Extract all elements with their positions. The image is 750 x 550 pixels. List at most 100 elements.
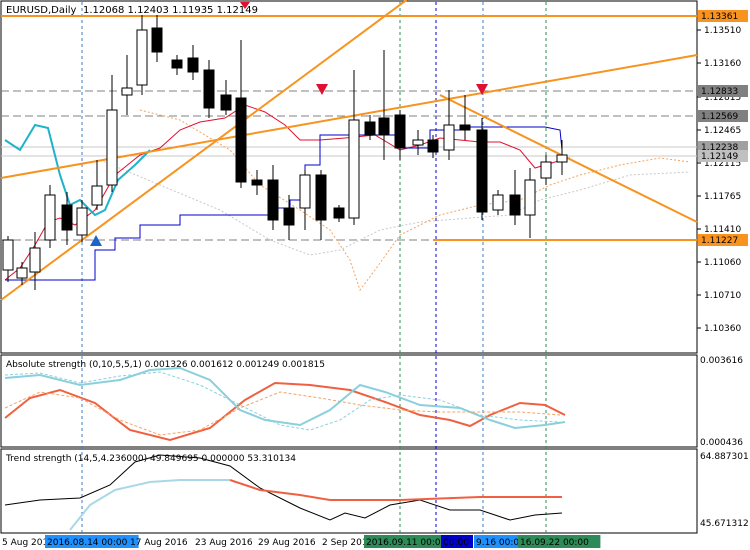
- time-label: 2016.08.14 00:00: [47, 538, 128, 548]
- price-tick-label: 1.11060: [704, 258, 741, 268]
- time-label: 17 Aug 2016: [130, 538, 188, 548]
- time-label: 16.09.22 00:00: [520, 538, 589, 548]
- trend-scale-min: 45.671312: [700, 519, 749, 529]
- trend-strength-pane[interactable]: [0, 448, 698, 534]
- abs-cyan-line: [4, 366, 566, 430]
- time-label: 2 Sep 2016: [322, 538, 374, 548]
- bearish-candle: [267, 179, 279, 221]
- bearish-candle: [283, 207, 295, 226]
- bullish-candle: [121, 87, 133, 96]
- candlesticks: [2, 15, 568, 290]
- time-label-box: [518, 535, 601, 548]
- bullish-candle: [76, 207, 88, 236]
- abs-scale-max: 0.003616: [700, 356, 743, 366]
- price-tick-label: 1.12115: [704, 159, 741, 169]
- time-label: 29 Aug 2016: [258, 538, 316, 548]
- time-label-box: [45, 535, 139, 548]
- bearish-candle: [235, 97, 247, 183]
- price-level-label: 1.12569: [701, 112, 738, 122]
- bearish-candle: [203, 69, 215, 109]
- bearish-candle: [251, 179, 263, 186]
- trend-strength-lines: [4, 454, 563, 531]
- bullish-candle: [2, 239, 14, 271]
- sell-arrow-icon: [476, 84, 488, 95]
- trend-strength-title: Trend strength (14,5,4.236000) 49.849695…: [5, 454, 296, 464]
- chikou-line: [4, 123, 151, 217]
- bearish-candle: [315, 174, 327, 221]
- price-level-label: 1.12149: [701, 152, 738, 162]
- price-axis: 1.13510 1.13160 1.12815 1.12465 1.12115 1.117…: [697, 26, 741, 334]
- time-label: 00:00: [443, 538, 469, 548]
- abs-scale-min: 0.000436: [700, 438, 743, 448]
- bearish-candle: [427, 139, 439, 153]
- bullish-candle: [16, 267, 28, 279]
- bullish-candle: [136, 29, 148, 86]
- ohlc-values: 1.12068 1.12403 1.11935 1.12149: [83, 5, 258, 16]
- bullish-candle: [29, 247, 41, 273]
- bearish-candle: [459, 124, 471, 131]
- price-level-box: [698, 110, 748, 122]
- bearish-candle: [476, 129, 488, 213]
- bearish-candle: [364, 121, 376, 136]
- price-level-label: 1.12238: [701, 143, 738, 153]
- bearish-candle: [220, 94, 232, 111]
- bullish-candle: [492, 194, 504, 211]
- price-level-box: [698, 85, 748, 97]
- absolute-strength-pane[interactable]: [0, 354, 698, 448]
- price-tick-label: 1.12465: [704, 126, 741, 136]
- ichimoku-span-b: [99, 159, 691, 256]
- rising-trend-line: [0, 0, 409, 301]
- price-tick-label: 1.10360: [704, 324, 741, 334]
- absolute-strength-lines: [4, 366, 566, 442]
- price-level-box: [698, 10, 748, 22]
- trend-black-line: [4, 454, 563, 521]
- bearish-candle: [61, 204, 73, 231]
- abs-cyan-dashed-line: [4, 371, 561, 431]
- time-label-box: [364, 535, 458, 548]
- signal-arrows: [90, 2, 488, 246]
- price-level-label: 1.11227: [701, 236, 738, 246]
- trend-red-line: [229, 479, 562, 501]
- trend-scale-max: 64.887301: [700, 452, 749, 462]
- time-label: 2016.09.11 00:00: [366, 538, 447, 548]
- bearish-candle: [509, 194, 521, 216]
- bullish-candle: [524, 179, 536, 216]
- price-tick-label: 1.11410: [704, 225, 741, 235]
- time-label: 5 Aug 2016: [2, 538, 54, 548]
- price-tick-label: 1.12815: [704, 93, 741, 103]
- bearish-candle: [394, 114, 406, 149]
- time-label-box: [441, 535, 473, 548]
- bearish-candle: [333, 207, 345, 219]
- abs-orange-dashed-line: [4, 391, 561, 436]
- bearish-candle: [378, 117, 390, 136]
- bullish-candle: [556, 154, 568, 163]
- absolute-strength-title: Absolute strength (0,10,5,5,1) 0.001326 …: [6, 360, 325, 370]
- sell-arrow-icon: [240, 2, 250, 9]
- bullish-candle: [106, 109, 118, 186]
- buy-arrow-icon: [90, 235, 102, 246]
- bullish-candle: [412, 139, 424, 146]
- price-level-box: [698, 150, 748, 162]
- bearish-candle: [187, 57, 199, 73]
- bearish-candle: [171, 59, 183, 69]
- price-level-box: [698, 234, 748, 246]
- price-level-label: 1.12833: [701, 87, 738, 97]
- ichimoku-span-a: [139, 109, 691, 292]
- bullish-candle: [91, 185, 103, 206]
- bullish-candle: [540, 161, 552, 179]
- time-label: 9.16 00:00: [476, 538, 525, 548]
- bullish-candle: [44, 194, 56, 241]
- symbol-timeframe: EURUSD,Daily: [6, 5, 77, 16]
- bullish-candle: [348, 119, 360, 219]
- price-tick-label: 1.11765: [704, 192, 741, 202]
- price-tick-label: 1.10710: [704, 291, 741, 301]
- trend-light-line: [69, 479, 230, 531]
- bearish-candle: [151, 27, 163, 53]
- vertical-separator-lines: [81, 2, 547, 533]
- time-label: 23 Aug 2016: [195, 538, 253, 548]
- sell-arrow-icon: [316, 84, 328, 95]
- abs-red-line: [4, 381, 566, 442]
